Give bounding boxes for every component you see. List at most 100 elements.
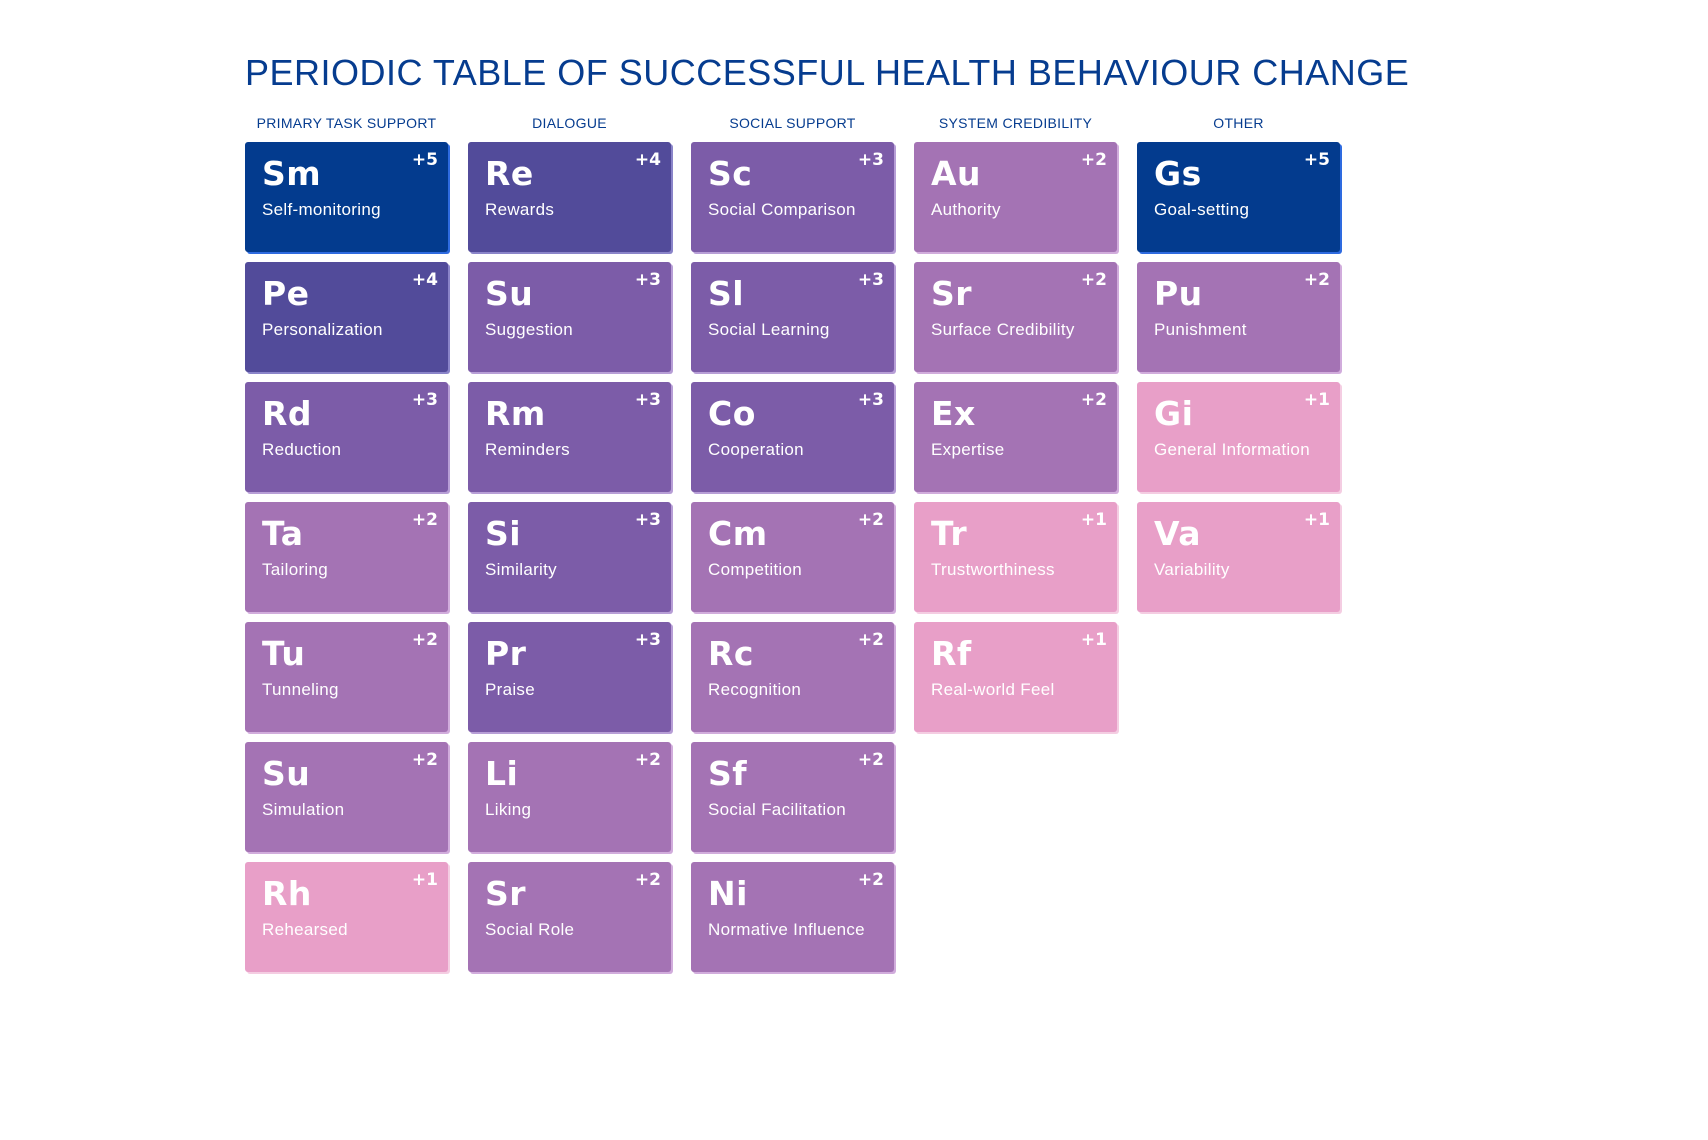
element-tile: Ex Expertise +2 bbox=[914, 382, 1117, 492]
tile-list: Sm Self-monitoring +5 Pe Personalization +4 Rd… bbox=[245, 142, 448, 982]
element-score: +2 bbox=[1303, 270, 1330, 290]
element-score: +2 bbox=[411, 750, 438, 770]
element-score: +2 bbox=[411, 630, 438, 650]
element-tile: Sc Social Comparison +3 bbox=[691, 142, 894, 252]
element-tile: Tu Tunneling +2 bbox=[245, 622, 448, 732]
element-score: +2 bbox=[857, 870, 884, 890]
element-tile: Sf Social Facilitation +2 bbox=[691, 742, 894, 852]
tile-list: Sc Social Comparison +3 Sl Social Learning +3… bbox=[691, 142, 894, 982]
element-name: Praise bbox=[485, 680, 535, 699]
element-name: Rehearsed bbox=[262, 920, 348, 939]
element-score: +2 bbox=[634, 870, 661, 890]
element-name: Expertise bbox=[931, 440, 1005, 459]
element-score: +3 bbox=[411, 390, 438, 410]
element-score: +2 bbox=[857, 750, 884, 770]
element-name: Social Comparison bbox=[708, 200, 856, 219]
element-symbol: Su bbox=[485, 274, 534, 313]
element-name: Trustworthiness bbox=[931, 560, 1055, 579]
element-tile: Va Variability +1 bbox=[1137, 502, 1340, 612]
element-name: Competition bbox=[708, 560, 803, 579]
element-symbol: Sl bbox=[708, 274, 745, 313]
element-tile: Sm Self-monitoring +5 bbox=[245, 142, 448, 252]
element-symbol: Su bbox=[262, 754, 311, 793]
element-name: Simulation bbox=[262, 800, 345, 819]
element-symbol: Pe bbox=[262, 274, 310, 313]
element-name: Tunneling bbox=[262, 680, 339, 699]
element-tile: Ta Tailoring +2 bbox=[245, 502, 448, 612]
element-name: Social Role bbox=[485, 920, 575, 939]
column-other: OTHER Gs Goal-setting +5 Pu Punishment +2 Gi Ge… bbox=[1137, 110, 1340, 982]
periodic-table-grid: PRIMARY TASK SUPPORT Sm Self-monitoring +5… bbox=[245, 110, 1340, 982]
element-symbol: Rd bbox=[262, 394, 313, 433]
element-symbol: Rf bbox=[931, 634, 972, 673]
element-tile: Pr Praise +3 bbox=[468, 622, 671, 732]
element-name: Reminders bbox=[485, 440, 570, 459]
element-name: Social Learning bbox=[708, 320, 830, 339]
element-score: +3 bbox=[857, 150, 884, 170]
element-score: +1 bbox=[1080, 510, 1107, 530]
tile-list: Re Rewards +4 Su Suggestion +3 Rm Reminders +3 Si… bbox=[468, 142, 671, 982]
column-header: SOCIAL SUPPORT bbox=[729, 115, 856, 131]
element-tile: Si Similarity +3 bbox=[468, 502, 671, 612]
element-score: +1 bbox=[1303, 390, 1330, 410]
element-symbol: Sm bbox=[262, 154, 322, 193]
element-name: Punishment bbox=[1154, 320, 1247, 339]
element-symbol: Co bbox=[708, 394, 756, 433]
element-symbol: Sr bbox=[485, 874, 527, 913]
element-score: +2 bbox=[1080, 150, 1107, 170]
element-symbol: Va bbox=[1154, 514, 1202, 553]
column-primary-task-support: PRIMARY TASK SUPPORT Sm Self-monitoring +5… bbox=[245, 110, 448, 982]
element-tile: Tr Trustworthiness +1 bbox=[914, 502, 1117, 612]
element-tile: Rf Real-world Feel +1 bbox=[914, 622, 1117, 732]
element-name: General Information bbox=[1154, 440, 1310, 459]
element-name: Personalization bbox=[262, 320, 383, 339]
tile-list: Gs Goal-setting +5 Pu Punishment +2 Gi General … bbox=[1137, 142, 1340, 622]
element-name: Similarity bbox=[485, 560, 557, 579]
column-header: SYSTEM CREDIBILITY bbox=[938, 115, 1093, 131]
element-symbol: Si bbox=[485, 514, 522, 553]
element-score: +3 bbox=[857, 270, 884, 290]
element-name: Self-monitoring bbox=[262, 200, 381, 219]
element-score: +2 bbox=[634, 750, 661, 770]
element-tile: Pu Punishment +2 bbox=[1137, 262, 1340, 372]
element-symbol: Cm bbox=[708, 514, 768, 553]
element-symbol: Tu bbox=[262, 634, 306, 673]
element-name: Liking bbox=[485, 800, 532, 819]
element-name: Tailoring bbox=[262, 560, 329, 579]
element-symbol: Rh bbox=[262, 874, 312, 913]
element-symbol: Au bbox=[931, 154, 982, 193]
element-tile: Su Simulation +2 bbox=[245, 742, 448, 852]
element-symbol: Rc bbox=[708, 634, 754, 673]
element-tile: Ni Normative Influence +2 bbox=[691, 862, 894, 972]
element-score: +5 bbox=[411, 150, 438, 170]
element-tile: Co Cooperation +3 bbox=[691, 382, 894, 492]
element-symbol: Pr bbox=[485, 634, 527, 673]
element-name: Cooperation bbox=[708, 440, 804, 459]
element-symbol: Sf bbox=[708, 754, 748, 793]
element-score: +4 bbox=[634, 150, 661, 170]
column-system-credibility: SYSTEM CREDIBILITY Au Authority +2 Sr Surfac… bbox=[914, 110, 1117, 982]
element-name: Reduction bbox=[262, 440, 342, 459]
element-tile: Gs Goal-setting +5 bbox=[1137, 142, 1340, 252]
element-score: +2 bbox=[1080, 390, 1107, 410]
element-score: +3 bbox=[634, 390, 661, 410]
element-symbol: Gi bbox=[1154, 394, 1194, 433]
element-tile: Rc Recognition +2 bbox=[691, 622, 894, 732]
page-title: PERIODIC TABLE OF SUCCESSFUL HEALTH BEHA… bbox=[245, 52, 1410, 93]
element-score: +4 bbox=[411, 270, 438, 290]
element-symbol: Tr bbox=[931, 514, 968, 553]
element-score: +5 bbox=[1303, 150, 1330, 170]
column-social-support: SOCIAL SUPPORT Sc Social Comparison +3 Sl So… bbox=[691, 110, 894, 982]
element-symbol: Ta bbox=[262, 514, 304, 553]
element-tile: Rd Reduction +3 bbox=[245, 382, 448, 492]
element-name: Real-world Feel bbox=[931, 680, 1055, 699]
element-tile: Rm Reminders +3 bbox=[468, 382, 671, 492]
tile-list: Au Authority +2 Sr Surface Credibility +2 Ex Ex… bbox=[914, 142, 1117, 742]
element-score: +2 bbox=[857, 630, 884, 650]
element-tile: Su Suggestion +3 bbox=[468, 262, 671, 372]
element-symbol: Li bbox=[485, 754, 519, 793]
element-name: Variability bbox=[1154, 560, 1230, 579]
element-tile: Li Liking +2 bbox=[468, 742, 671, 852]
element-symbol: Pu bbox=[1154, 274, 1203, 313]
element-score: +1 bbox=[1080, 630, 1107, 650]
